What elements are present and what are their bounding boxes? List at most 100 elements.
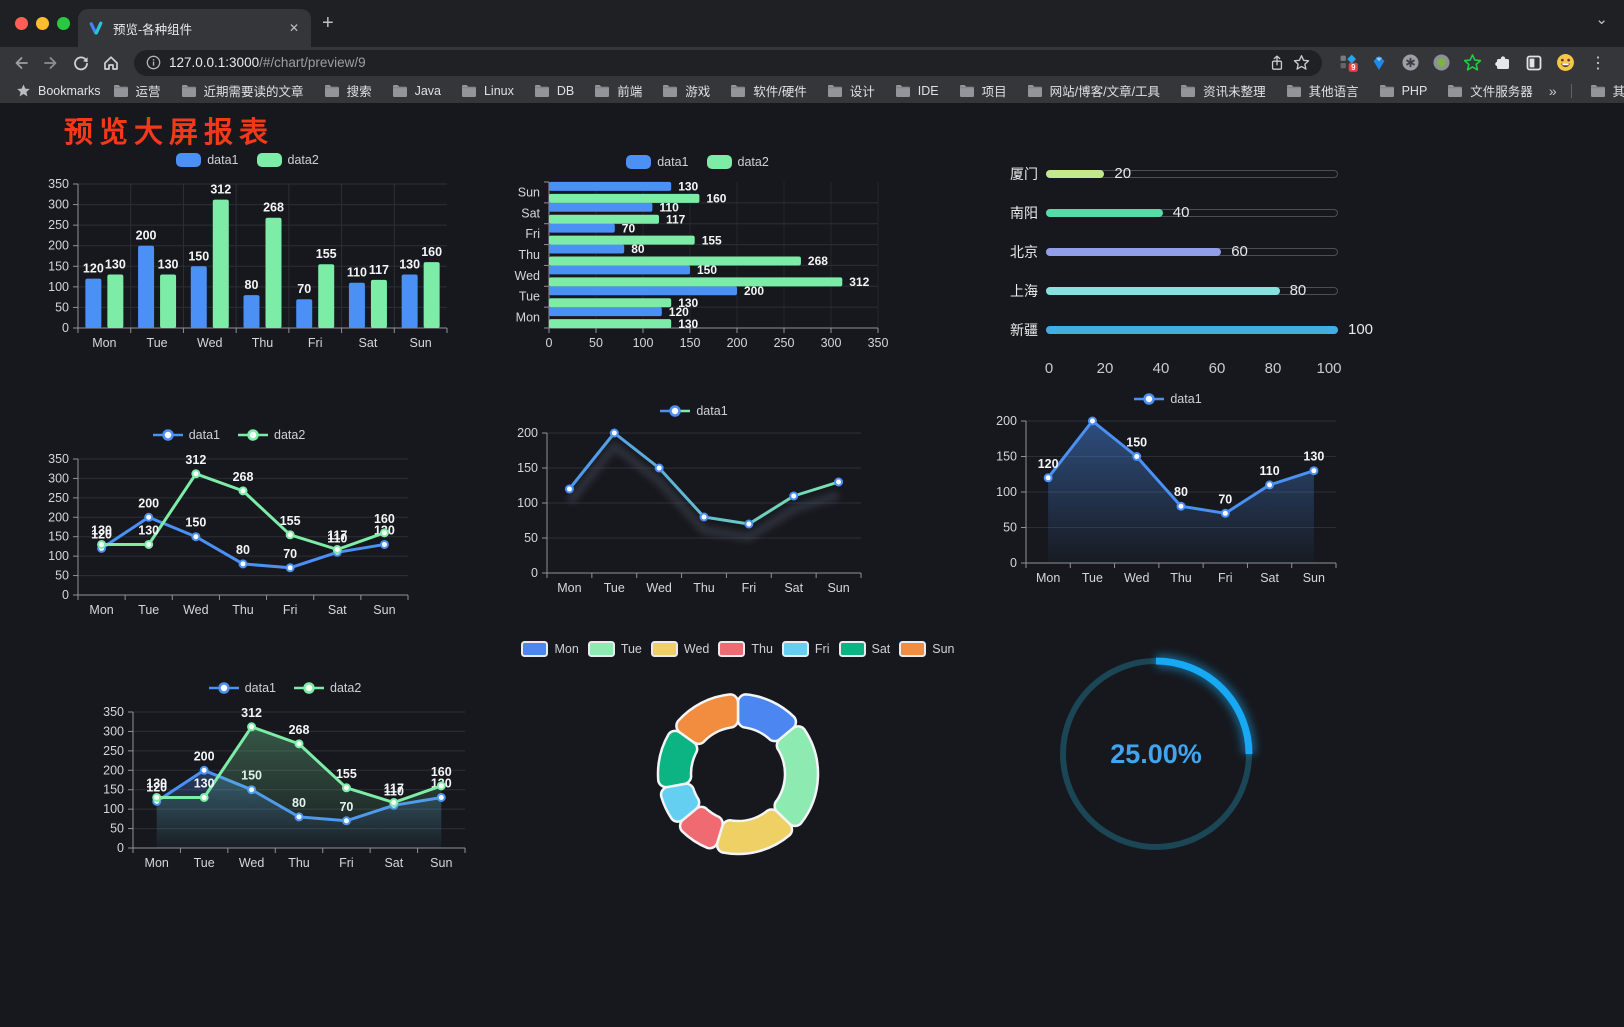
bookmark-folder[interactable]: 游戏 (652, 81, 720, 100)
bookmark-folder[interactable]: 运营 (111, 81, 171, 100)
legend-item-data2[interactable]: data2 (706, 155, 769, 169)
share-icon[interactable] (1269, 54, 1285, 72)
legend-item-data1[interactable]: data1 (660, 404, 728, 418)
legend-item-data2[interactable]: data2 (238, 428, 305, 442)
chart-line-two-series: data1 data2 0 50 100 150 200 250 300 350 Mon Tue Wed… (40, 423, 418, 635)
extension-panel-icon[interactable] (1524, 53, 1544, 73)
tab-search-chevron-icon[interactable]: ⌄ (1595, 11, 1608, 28)
legend-item-Mon[interactable]: Mon (521, 641, 579, 657)
progress-track: 40 (1046, 204, 1338, 221)
legend-label: data1 (1170, 392, 1202, 406)
donut-segment-Sun[interactable] (675, 693, 740, 746)
svg-text:Thu: Thu (252, 336, 274, 350)
chart-progress-bars: 厦门 20 南阳 40 北京 60 上海 80 新疆 100 0 20 40 60 80 100 (1000, 150, 1373, 390)
address-bar[interactable]: 127.0.0.1:3000/#/chart/preview/9 (134, 49, 1322, 76)
legend-item-Tue[interactable]: Tue (587, 641, 642, 657)
legend-swatch-icon (238, 429, 268, 441)
bookmark-folder[interactable]: 资讯未整理 (1170, 81, 1276, 100)
progress-label: 南阳 (1010, 205, 1038, 221)
svg-text:Sat: Sat (521, 206, 540, 220)
legend-item-data1[interactable]: data1 (152, 428, 220, 442)
svg-text:50: 50 (589, 336, 603, 350)
bookmark-folder[interactable]: Java (382, 84, 451, 98)
donut-segment-Tue[interactable] (773, 725, 820, 828)
browser-menu-icon[interactable]: ⋮ (1590, 54, 1606, 72)
bookmark-star-icon[interactable] (1293, 54, 1310, 71)
bookmark-folder[interactable]: PHP (1369, 84, 1438, 98)
bookmark-folder[interactable]: 项目 (949, 81, 1017, 100)
extension-green-dot-icon[interactable] (1431, 53, 1451, 73)
chart-legend: data1 data2 (95, 676, 475, 700)
donut-segment-Wed[interactable] (715, 808, 794, 856)
svg-text:200: 200 (48, 510, 69, 524)
legend-item-data1[interactable]: data1 (176, 153, 239, 167)
donut-segment-Thu[interactable] (678, 805, 724, 850)
bookmark-folder[interactable]: 前端 (584, 81, 652, 100)
bookmark-folder[interactable]: 近期需要读的文章 (171, 81, 314, 100)
extensions-puzzle-icon[interactable] (1493, 53, 1513, 73)
legend-item-Sat[interactable]: Sat (838, 641, 890, 657)
donut-segment-Fri[interactable] (659, 782, 701, 823)
reload-button[interactable] (68, 50, 94, 76)
svg-text:Mon: Mon (145, 856, 169, 870)
bookmark-folder[interactable]: IDE (885, 84, 949, 98)
svg-text:130: 130 (146, 776, 167, 790)
bookmark-folder-label: 运营 (135, 85, 161, 99)
bookmark-folder[interactable]: 软件/硬件 (720, 81, 816, 100)
legend-item-data2[interactable]: data2 (294, 681, 361, 695)
svg-text:Mon: Mon (516, 311, 540, 325)
extension-asterisk-icon[interactable] (1400, 53, 1420, 73)
chart-legend: data1 (505, 399, 883, 423)
legend-item-data1[interactable]: data1 (1134, 392, 1202, 406)
svg-text:150: 150 (697, 263, 717, 277)
svg-text:Wed: Wed (1124, 571, 1150, 585)
svg-text:300: 300 (103, 724, 124, 738)
progress-axis-tick: 40 (1152, 360, 1170, 377)
bookmark-folder[interactable]: Linux (451, 84, 524, 98)
tab-close-icon[interactable]: ✕ (288, 21, 299, 35)
extension-grid-badge-icon[interactable]: 9 (1338, 53, 1358, 73)
bookmarks-bar: Bookmarks 运营 近期需要读的文章 搜索 Java Linux DB 前端 游戏 软件/… (0, 78, 1624, 103)
home-button[interactable] (98, 50, 124, 76)
forward-button[interactable] (38, 50, 64, 76)
bookmark-folder[interactable]: 网站/博客/文章/工具 (1017, 81, 1170, 100)
legend-item-Thu[interactable]: Thu (718, 641, 773, 657)
folder-icon (1448, 85, 1463, 97)
maximize-window-button[interactable] (57, 17, 70, 30)
bookmark-folder[interactable]: 其他语言 (1276, 81, 1369, 100)
folder-icon (1286, 85, 1301, 97)
legend-item-data2[interactable]: data2 (256, 153, 319, 167)
bookmark-folder[interactable]: DB (524, 84, 584, 98)
site-info-icon[interactable] (146, 55, 161, 70)
extension-gem-icon[interactable] (1369, 53, 1389, 73)
bookmark-folder[interactable]: 文件服务器 (1437, 81, 1543, 100)
extension-green-star-icon[interactable] (1462, 53, 1482, 73)
svg-text:50: 50 (55, 300, 69, 314)
back-button[interactable] (8, 50, 34, 76)
folder-icon (663, 85, 678, 97)
progress-axis-tick: 80 (1264, 360, 1282, 377)
extension-emoji-icon[interactable] (1555, 53, 1575, 73)
bookmark-folder[interactable]: 设计 (817, 81, 885, 100)
extensions-row: 9 (1332, 53, 1616, 73)
svg-text:Fri: Fri (525, 227, 540, 241)
legend-item-data1[interactable]: data1 (208, 681, 276, 695)
bookmarks-manager[interactable]: Bookmarks (14, 83, 111, 98)
bookmark-folder[interactable]: 搜索 (314, 81, 382, 100)
other-bookmarks-folder[interactable]: 其他书签 (1580, 81, 1624, 100)
legend-item-Sun[interactable]: Sun (899, 641, 955, 657)
new-tab-button[interactable]: + (322, 12, 334, 34)
svg-text:Sat: Sat (328, 603, 347, 617)
svg-text:117: 117 (327, 529, 347, 543)
close-window-button[interactable] (15, 17, 28, 30)
progress-axis-tick: 0 (1044, 360, 1054, 377)
donut-segment-Sat[interactable] (656, 729, 699, 789)
browser-tab[interactable]: 预览-各种组件 ✕ (78, 9, 311, 47)
svg-text:Sat: Sat (1260, 571, 1279, 585)
svg-text:Mon: Mon (92, 336, 116, 350)
legend-item-data1[interactable]: data1 (626, 155, 689, 169)
minimize-window-button[interactable] (36, 17, 49, 30)
legend-item-Fri[interactable]: Fri (781, 641, 830, 657)
legend-item-Wed[interactable]: Wed (650, 641, 709, 657)
bookmarks-overflow-chevron[interactable]: » (1548, 82, 1557, 99)
